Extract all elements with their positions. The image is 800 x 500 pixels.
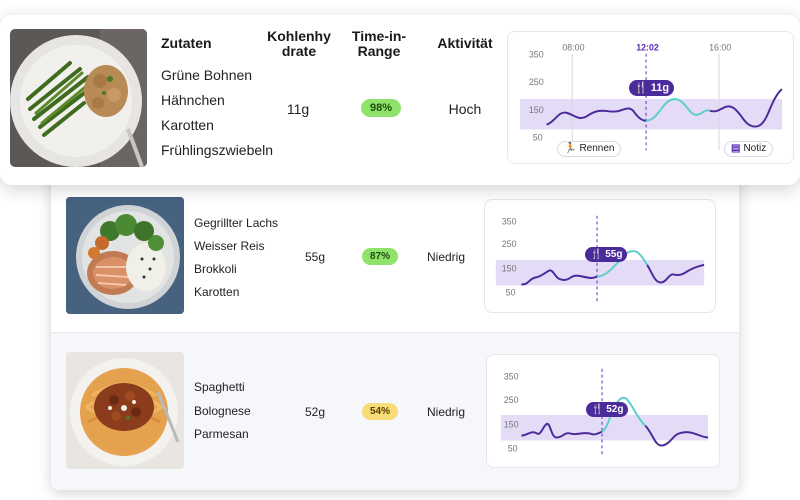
meal-marker-tag[interactable]: 🍴 11g [629, 80, 675, 96]
meal-marker-tag[interactable]: 🍴 52g [586, 402, 629, 417]
column-header-carbs: Kohlenhy drate [267, 28, 331, 59]
meal-carbs-label: 55g [605, 249, 623, 260]
ingredient-list: Gegrillter Lachs Weisser Reis Brokkoli K… [194, 212, 278, 304]
tir-badge: 54% [362, 403, 398, 420]
glucose-line [521, 269, 598, 286]
ingredient-item: Spaghetti [194, 380, 245, 394]
meal-photo-spaghetti [66, 352, 184, 469]
ingredient-item: Karotten [161, 117, 214, 133]
y-tick-label: 50 [506, 287, 516, 297]
y-tick-label: 50 [508, 443, 518, 453]
y-tick-label: 250 [529, 77, 544, 87]
glucose-chart[interactable]: 350 250 150 50 [484, 199, 716, 313]
meal-photo-chicken [10, 29, 147, 167]
ingredient-item: Gegrillter Lachs [194, 216, 279, 230]
y-tick-label: 150 [504, 420, 519, 430]
target-range-band [519, 98, 782, 130]
tir-badge: 98% [361, 99, 401, 117]
x-tick-label: 08:00 [562, 43, 584, 53]
glucose-line [546, 107, 647, 126]
ingredient-list: Spaghetti Bolognese Parmesan [194, 376, 251, 447]
y-tick-label: 50 [533, 132, 543, 142]
tir-badge: 87% [362, 248, 398, 265]
target-range-band [495, 259, 705, 286]
glucose-line-post-meal [645, 98, 711, 122]
glucose-line [521, 422, 603, 439]
ingredient-item: Weisser Reis [194, 239, 265, 253]
glucose-line [646, 263, 705, 284]
activity-value: Hoch [448, 101, 482, 117]
column-header-ingredients: Zutaten [161, 35, 212, 51]
x-tick-label: 16:00 [709, 43, 731, 53]
ingredient-item: Karotten [194, 285, 240, 299]
glucose-line [644, 425, 709, 447]
y-tick-label: 250 [502, 239, 517, 249]
meal-carbs-label: 11g [650, 82, 670, 94]
meal-photo-salmon [66, 197, 184, 314]
activity-value: Niedrig [426, 250, 465, 264]
ingredient-list: Grüne Bohnen Hähnchen Karotten Frühlings… [161, 63, 273, 163]
chip-label: Rennen [579, 143, 615, 154]
column-header-time-in-range: Time-in- Range [351, 28, 407, 59]
fork-knife-icon: 🍴 [591, 404, 604, 415]
activity-chip-running[interactable]: 🏃 Rennen [557, 141, 622, 157]
row-divider [51, 332, 739, 333]
y-tick-label: 150 [529, 105, 544, 115]
glucose-chart-svg: 350 250 150 50 [495, 215, 705, 303]
chip-label: Notiz [743, 143, 767, 154]
meal-carbs-label: 52g [606, 404, 624, 415]
y-tick-label: 250 [504, 395, 519, 405]
carbs-value: 55g [304, 250, 326, 264]
fork-knife-icon: 🍴 [590, 249, 603, 260]
fork-knife-icon: 🍴 [634, 82, 648, 94]
y-tick-label: 350 [504, 372, 519, 382]
x-tick-label-current: 12:02 [636, 43, 659, 53]
ingredient-item: Parmesan [194, 427, 249, 441]
carbs-value: 11g [286, 101, 310, 117]
ingredient-item: Frühlingszwiebeln [161, 142, 274, 158]
glucose-line-post-meal [601, 396, 646, 433]
carbs-value: 52g [304, 405, 326, 419]
note-document-icon: ▤ [731, 143, 741, 154]
ingredient-item: Grüne Bohnen [161, 67, 253, 83]
y-tick-label: 350 [529, 50, 544, 60]
glucose-line [709, 88, 783, 128]
y-tick-label: 350 [502, 217, 517, 227]
y-tick-label: 150 [502, 264, 517, 274]
running-person-icon: 🏃 [564, 143, 577, 154]
ingredient-item: Hähnchen [161, 92, 225, 108]
glucose-chart-svg: 350 250 150 50 [500, 368, 709, 458]
note-chip[interactable]: ▤ Notiz [724, 141, 774, 157]
column-header-activity: Aktivität [437, 35, 493, 51]
ingredient-item: Brokkoli [194, 262, 237, 276]
ingredient-item: Bolognese [194, 403, 251, 418]
activity-value: Niedrig [426, 405, 465, 419]
meal-marker-tag[interactable]: 🍴 55g [585, 247, 628, 262]
glucose-chart-svg: 350 250 150 50 08:00 12:02 16:00 [519, 43, 783, 151]
